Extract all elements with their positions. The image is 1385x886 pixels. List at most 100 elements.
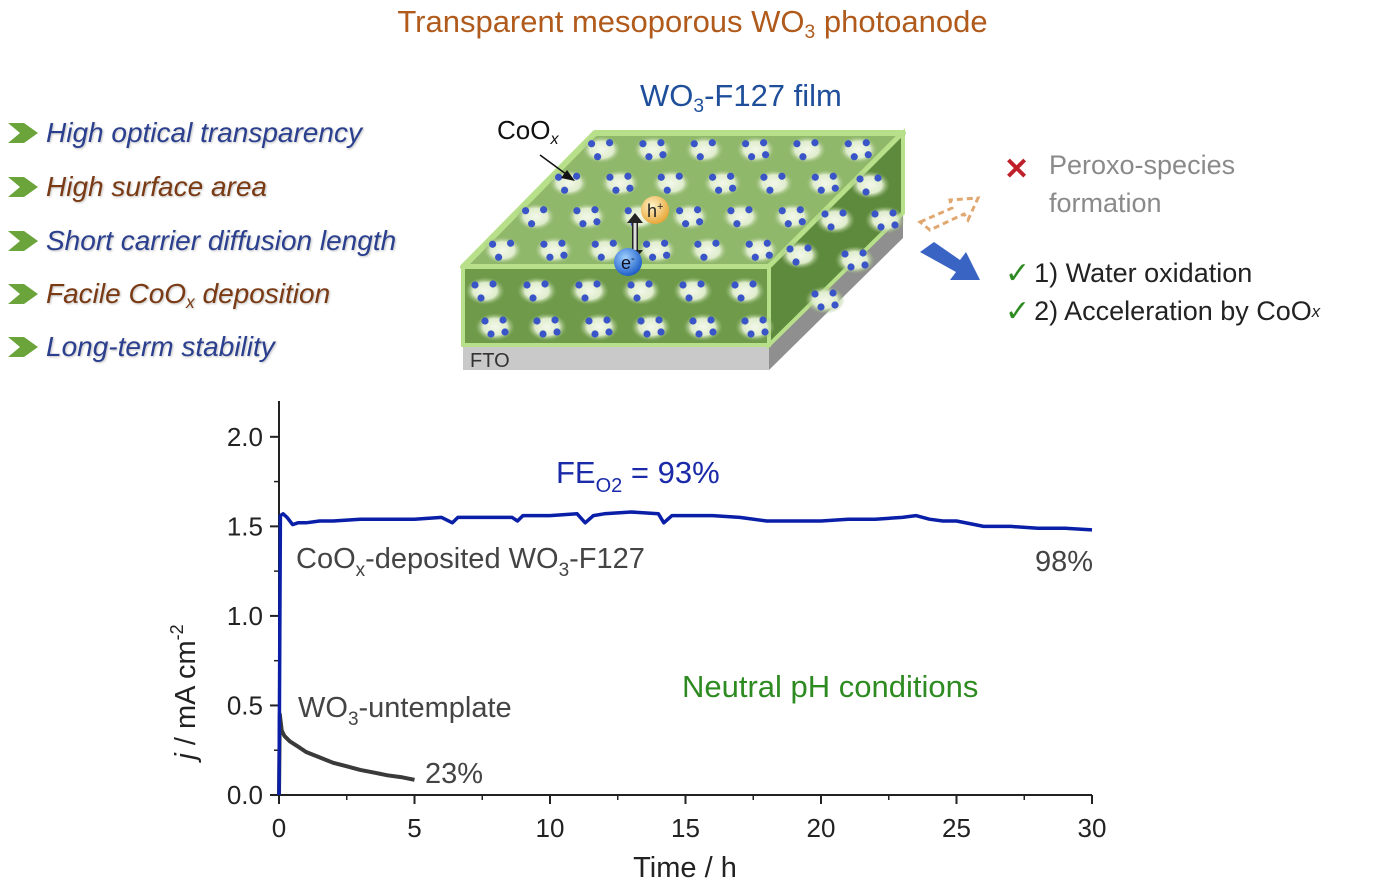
coox-particle [606, 173, 614, 181]
pore [651, 169, 692, 198]
coox-particle [639, 140, 647, 148]
pore-pattern [465, 135, 905, 341]
pore [838, 135, 879, 164]
coox-particle [649, 253, 657, 261]
pore [739, 236, 780, 265]
coox-particle [591, 240, 599, 248]
coox-particle [844, 140, 852, 148]
series-label-untemplate: WO3-untemplate [298, 692, 512, 730]
svg-text:e-: e- [621, 253, 635, 273]
coox-particle [871, 210, 879, 218]
series-line-coox-deposited [277, 510, 1093, 796]
coox-particle [733, 220, 741, 228]
x-tick-label: 25 [942, 813, 971, 843]
coox-particle [759, 316, 767, 324]
coox-particle [811, 139, 819, 147]
coox-particle [804, 244, 812, 252]
coox-particle [663, 186, 671, 194]
pore [632, 135, 673, 164]
end-label-untemplate: 23% [425, 758, 483, 790]
coox-particle [689, 317, 697, 325]
coox-particle [682, 220, 690, 228]
pore [725, 277, 765, 305]
coox-particle [709, 173, 717, 181]
coox-particle [555, 173, 563, 181]
pore [850, 171, 890, 199]
coox-particle [786, 245, 794, 253]
coox-particle [573, 207, 581, 215]
electron-icon [614, 248, 642, 276]
pore [465, 277, 505, 305]
pore [683, 313, 723, 341]
pore [835, 246, 875, 274]
coox-particle [551, 316, 559, 324]
coox-particle [645, 153, 653, 161]
coox-particle [657, 139, 665, 147]
pore [735, 313, 775, 341]
coox-label: CoOx [497, 115, 559, 148]
feature-item: Facile CoOx deposition [6, 274, 330, 314]
pore [569, 277, 609, 305]
coox-particle [778, 207, 786, 215]
coox-particle [637, 317, 645, 325]
coox-particle [522, 207, 530, 215]
x-tick-label: 5 [407, 813, 421, 843]
coox-particle [627, 281, 635, 289]
condition-annotation: Neutral pH conditions [682, 669, 978, 704]
coox-particle [546, 253, 554, 261]
coox-particle [605, 328, 613, 336]
coox-particle [676, 207, 684, 215]
coox-particle [712, 239, 720, 247]
coox-particle [762, 151, 770, 159]
pore [684, 135, 725, 164]
x-tick-label: 30 [1078, 813, 1107, 843]
pore [527, 313, 567, 341]
fto-front [463, 345, 769, 370]
x-tick-label: 20 [807, 813, 836, 843]
rejected-pathway: Peroxo-species formation [1049, 150, 1236, 218]
coox-particle [477, 294, 485, 302]
coox-particle [889, 209, 897, 217]
coox-particle [696, 218, 704, 226]
coox-particle [606, 139, 614, 147]
pore [786, 135, 827, 164]
coox-particle [585, 317, 593, 325]
blue-arrow-icon [920, 242, 980, 280]
coox-particle [850, 153, 858, 161]
pore [815, 206, 855, 234]
coox-particle [507, 239, 515, 247]
coox-particle [529, 294, 537, 302]
series-group [277, 510, 1093, 796]
pore [735, 135, 776, 164]
coox-particle [784, 220, 792, 228]
coox-particle [793, 140, 801, 148]
pore [805, 286, 845, 314]
pore [515, 202, 556, 231]
coox-particle [861, 261, 869, 269]
coox-particle [597, 253, 605, 261]
coox-particle [817, 303, 825, 311]
coox-particle [748, 153, 756, 161]
coox-particle [495, 253, 503, 261]
coox-particle [760, 139, 768, 147]
coox-particle [737, 294, 745, 302]
feature-text: Short carrier diffusion length [46, 225, 397, 256]
coox-particle [811, 173, 819, 181]
coox-particle [847, 263, 855, 271]
coox-particle [612, 186, 620, 194]
check-icon: ✓ [1005, 295, 1031, 328]
pore [581, 135, 622, 164]
coox-particle [560, 251, 568, 259]
coox-particle [763, 239, 771, 247]
coox-particle [489, 240, 497, 248]
coox-particle [694, 206, 702, 214]
pore [780, 241, 820, 269]
coox-particle [593, 218, 601, 226]
coox-particle [663, 251, 671, 259]
pore [865, 206, 905, 234]
pore [753, 169, 794, 198]
feature-item: High optical transparency [6, 113, 362, 153]
pore [805, 169, 846, 198]
coox-particle [697, 280, 705, 288]
x-tick-label: 0 [272, 813, 286, 843]
